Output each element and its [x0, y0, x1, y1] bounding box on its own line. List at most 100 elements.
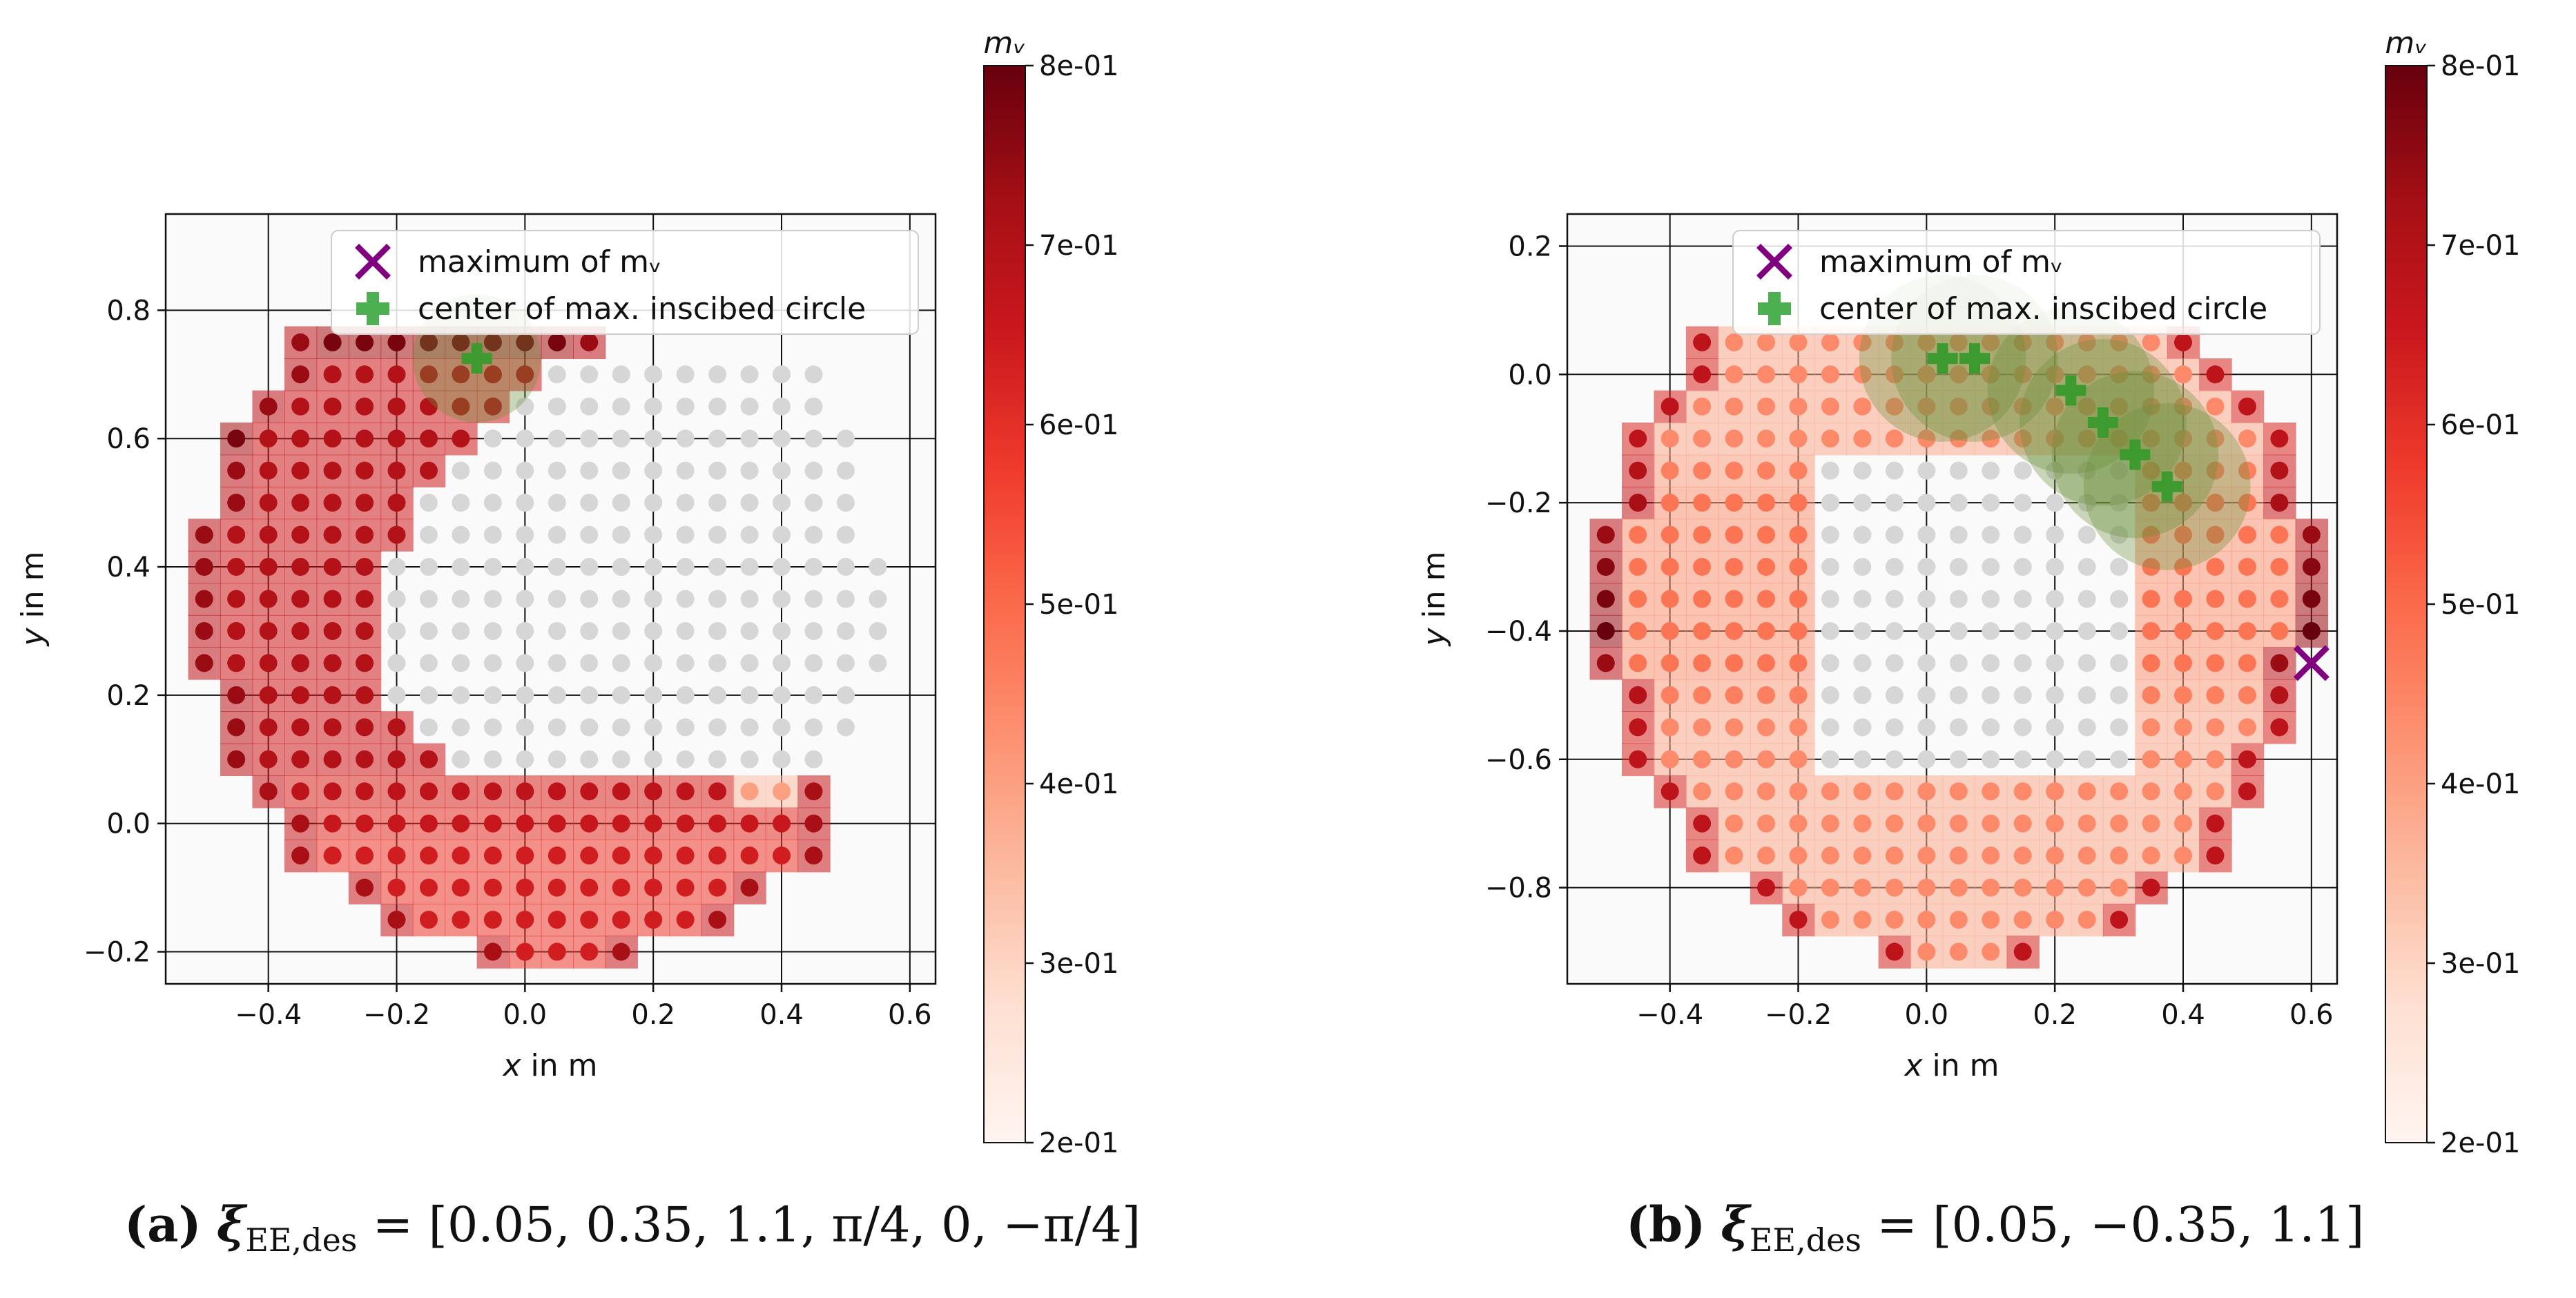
feasible-point: [2013, 782, 2032, 801]
feasible-point: [1693, 621, 1712, 640]
infeasible-point: [836, 590, 855, 608]
feasible-point: [1821, 782, 1839, 801]
feasible-point: [1917, 878, 1936, 897]
feasible-point: [1660, 461, 1679, 480]
feasible-point: [1725, 846, 1743, 865]
infeasible-point: [1821, 621, 1839, 640]
infeasible-point: [612, 590, 630, 608]
feasible-point: [291, 365, 310, 384]
ylabel-b: y in m: [1417, 552, 1452, 648]
feasible-point: [356, 494, 374, 512]
infeasible-point: [1821, 494, 1839, 512]
infeasible-point: [548, 429, 566, 448]
infeasible-point: [452, 590, 470, 608]
infeasible-point: [644, 590, 663, 608]
feasible-point: [740, 782, 759, 801]
infeasible-point: [644, 429, 663, 448]
feasible-point: [2078, 429, 2096, 448]
feasible-point: [1917, 942, 1936, 961]
infeasible-point: [452, 558, 470, 577]
feasible-point: [2142, 397, 2160, 416]
infeasible-point: [804, 621, 823, 640]
circle-center-marker: [2055, 375, 2086, 406]
feasible-point: [387, 846, 406, 865]
infeasible-point: [676, 525, 695, 544]
infeasible-point: [2078, 621, 2096, 640]
infeasible-point: [1917, 686, 1936, 704]
infeasible-point: [804, 494, 823, 512]
feasible-point: [2013, 397, 2032, 416]
x-tick-label: −0.2: [363, 999, 430, 1031]
y-tick-label: 0.6: [106, 423, 151, 455]
feasible-point: [644, 814, 663, 833]
xlabel-a: x in m: [502, 1048, 598, 1083]
feasible-point: [2078, 333, 2096, 351]
infeasible-point: [773, 686, 791, 704]
feasible-point: [1757, 846, 1776, 865]
feasible-point: [195, 621, 213, 640]
feasible-point: [708, 911, 727, 929]
feasible-point: [1757, 686, 1776, 704]
feasible-point: [291, 590, 310, 608]
circle-center-marker: [461, 343, 492, 374]
feasible-point: [259, 621, 278, 640]
infeasible-point: [773, 494, 791, 512]
feasible-point: [1629, 621, 1647, 640]
y-tick-label: 0.0: [1508, 359, 1552, 391]
feasible-point: [1917, 782, 1936, 801]
feasible-point: [2110, 878, 2129, 897]
feasible-point: [1789, 814, 1808, 833]
infeasible-point: [2046, 494, 2064, 512]
feasible-point: [580, 942, 599, 961]
infeasible-point: [676, 718, 695, 737]
infeasible-point: [2046, 654, 2064, 672]
infeasible-point: [2078, 461, 2096, 480]
infeasible-point: [740, 750, 759, 768]
infeasible-point: [483, 621, 502, 640]
infeasible-point: [804, 718, 823, 737]
feasible-point: [1885, 878, 1904, 897]
feasible-point: [1853, 333, 1872, 351]
infeasible-point: [452, 654, 470, 672]
infeasible-point: [419, 590, 438, 608]
infeasible-point: [2110, 525, 2129, 544]
feasible-point: [1725, 397, 1743, 416]
feasible-point: [2078, 365, 2096, 384]
legend-box: [1732, 230, 2321, 335]
infeasible-point: [2078, 590, 2096, 608]
colorbar-label: mᵥ: [983, 26, 1025, 61]
caption-a-tag: (a): [124, 1196, 202, 1253]
infeasible-point: [419, 686, 438, 704]
feasible-point: [195, 654, 213, 672]
feasible-point: [2078, 397, 2096, 416]
feasible-point: [1725, 686, 1743, 704]
feasible-point: [452, 333, 470, 351]
feasible-point: [2270, 718, 2289, 737]
feasible-point: [1982, 846, 2000, 865]
y-tick-label: 0.8: [106, 295, 151, 327]
infeasible-point: [676, 558, 695, 577]
feasible-point: [1789, 911, 1808, 929]
feasible-point: [419, 846, 438, 865]
infeasible-point: [773, 365, 791, 384]
feasible-point: [259, 654, 278, 672]
infeasible-point: [1821, 461, 1839, 480]
feasible-point: [291, 750, 310, 768]
infeasible-point: [1885, 461, 1904, 480]
feasible-point: [2206, 461, 2225, 480]
feasible-point: [2142, 494, 2160, 512]
feasible-point: [1725, 621, 1743, 640]
feasible-point: [2142, 429, 2160, 448]
feasible-point: [483, 365, 502, 384]
feasible-point: [773, 814, 791, 833]
infeasible-point: [387, 558, 406, 577]
feasible-point: [2174, 365, 2192, 384]
infeasible-point: [2013, 590, 2032, 608]
feasible-point: [2302, 590, 2321, 608]
feasible-point: [1693, 365, 1712, 384]
feasible-point: [259, 558, 278, 577]
feasible-point: [291, 846, 310, 865]
feasible-point: [2142, 846, 2160, 865]
infeasible-point: [708, 558, 727, 577]
feasible-point: [1757, 365, 1776, 384]
